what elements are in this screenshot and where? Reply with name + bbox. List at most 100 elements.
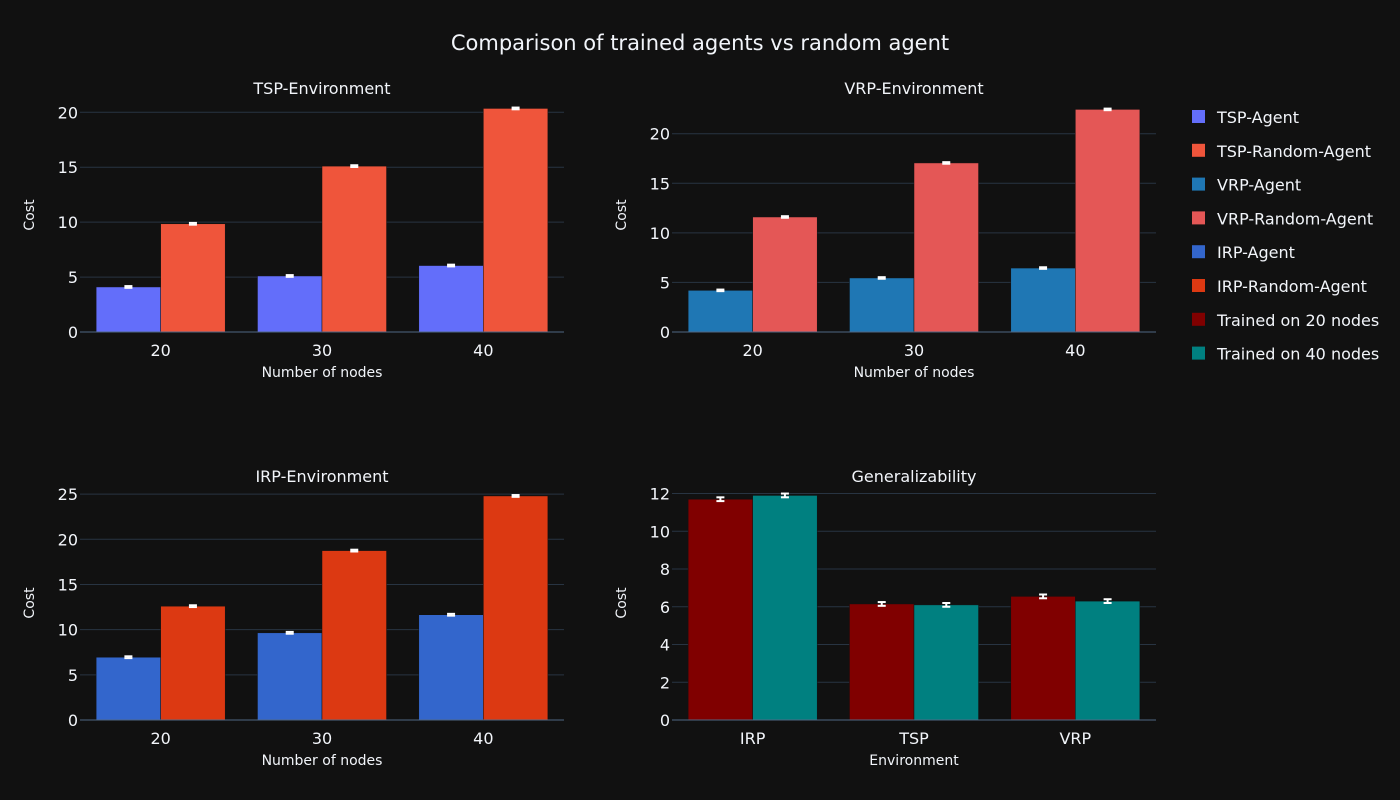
x-tick-label: 20: [150, 729, 170, 748]
bar: [95, 656, 161, 721]
y-tick-label: 10: [650, 224, 670, 243]
x-tick-label: 20: [742, 341, 762, 360]
bar: [483, 495, 549, 721]
legend-item[interactable]: IRP-Agent: [1192, 243, 1295, 262]
subplot-1: 0 5 10 15 20 20 30 40 TSP-Environment Number of n…: [22, 79, 564, 381]
bar: [418, 614, 484, 721]
y-tick-label: 25: [58, 485, 78, 504]
legend-label: Trained on 40 nodes: [1216, 345, 1379, 364]
x-tick-label: IRP: [740, 729, 766, 748]
error-bar: [942, 161, 951, 165]
error-bar: [285, 274, 294, 278]
y-tick-label: 0: [660, 323, 670, 342]
bar: [321, 165, 387, 333]
bar: [687, 498, 753, 721]
y-tick-label: 20: [650, 125, 670, 144]
x-tick-label: 40: [473, 729, 493, 748]
y-axis-label: Cost: [22, 587, 38, 619]
y-tick-label: 10: [58, 621, 78, 640]
y-tick-label: 5: [660, 273, 670, 292]
error-bar: [511, 106, 520, 111]
error-bar: [942, 602, 951, 608]
error-bar: [716, 496, 725, 503]
legend-swatch: [1192, 312, 1205, 326]
y-tick-label: 5: [68, 268, 78, 287]
subplot-title: TSP-Environment: [252, 79, 390, 98]
x-tick-label: 30: [904, 341, 924, 360]
legend-swatch: [1192, 177, 1205, 191]
error-bar: [877, 276, 886, 280]
legend-swatch: [1192, 143, 1205, 157]
y-tick-label: 12: [650, 485, 670, 504]
error-bar: [188, 221, 197, 226]
error-bar: [1103, 598, 1112, 604]
legend-label: TSP-Random-Agent: [1216, 142, 1371, 161]
y-axis-label: Cost: [614, 199, 630, 231]
error-bar: [1103, 107, 1112, 112]
legend-swatch: [1192, 245, 1205, 259]
y-tick-label: 20: [58, 103, 78, 122]
subplot-3: 0 5 10 15 20 25 20 30 40 IRP-Environment Number of…: [22, 467, 564, 769]
bar: [160, 605, 226, 721]
x-axis-label: Number of nodes: [854, 365, 975, 381]
legend-item[interactable]: Trained on 40 nodes: [1192, 345, 1379, 364]
legend-item[interactable]: Trained on 20 nodes: [1192, 311, 1379, 330]
bar: [913, 604, 979, 721]
error-bar: [716, 288, 725, 293]
y-tick-label: 0: [660, 711, 670, 730]
legend-item[interactable]: IRP-Random-Agent: [1192, 277, 1367, 296]
bar: [321, 550, 387, 721]
y-tick-label: 8: [660, 560, 670, 579]
legend-label: IRP-Agent: [1217, 243, 1295, 262]
error-bar: [1039, 593, 1048, 600]
legend-swatch: [1192, 279, 1205, 292]
y-tick-label: 4: [660, 636, 670, 655]
y-tick-label: 15: [58, 575, 78, 594]
error-bar: [511, 494, 520, 498]
bar: [1075, 109, 1141, 333]
error-bar: [350, 164, 359, 168]
bar: [687, 290, 753, 333]
error-bar: [780, 492, 789, 499]
y-tick-label: 5: [68, 666, 78, 685]
x-tick-label: TSP: [898, 729, 929, 748]
legend-swatch: [1192, 346, 1205, 360]
error-bar: [877, 601, 886, 607]
error-bar: [447, 263, 456, 268]
legend-label: TSP-Agent: [1216, 108, 1299, 127]
x-tick-label: 30: [312, 341, 332, 360]
error-bar: [124, 655, 133, 660]
x-axis-label: Number of nodes: [262, 365, 383, 381]
bar: [257, 632, 323, 721]
x-tick-label: 20: [150, 341, 170, 360]
bar: [257, 275, 323, 333]
bar: [483, 108, 549, 333]
bar: [913, 162, 979, 333]
bar: [418, 265, 484, 333]
subplot-4: 0 2 4 6 8 10 12 IRP TSP VRP Generalizability Enviro…: [614, 467, 1156, 769]
legend-item[interactable]: TSP-Agent: [1192, 108, 1299, 127]
legend-item[interactable]: TSP-Random-Agent: [1192, 142, 1371, 161]
legend-item[interactable]: VRP-Random-Agent: [1192, 209, 1373, 228]
y-axis-label: Cost: [614, 587, 630, 619]
error-bar: [350, 548, 359, 553]
legend: TSP-Agent TSP-Random-Agent VRP-Agent VRP-Ra…: [1192, 108, 1379, 364]
x-axis-label: Number of nodes: [262, 753, 383, 769]
legend-label: IRP-Random-Agent: [1217, 277, 1367, 296]
error-bar: [447, 612, 456, 617]
y-tick-label: 0: [68, 711, 78, 730]
y-tick-label: 10: [58, 213, 78, 232]
y-tick-label: 15: [58, 158, 78, 177]
subplot-title: IRP-Environment: [255, 467, 388, 486]
error-bar: [780, 215, 789, 219]
bar: [752, 495, 818, 721]
subplot-2: 0 5 10 15 20 20 30 40 VRP-Environment Number of n…: [614, 79, 1156, 381]
bar: [849, 277, 915, 333]
error-bar: [1039, 266, 1048, 270]
subplot-title: Generalizability: [852, 467, 977, 486]
y-tick-label: 15: [650, 174, 670, 193]
x-tick-label: 40: [473, 341, 493, 360]
legend-item[interactable]: VRP-Agent: [1192, 176, 1301, 195]
